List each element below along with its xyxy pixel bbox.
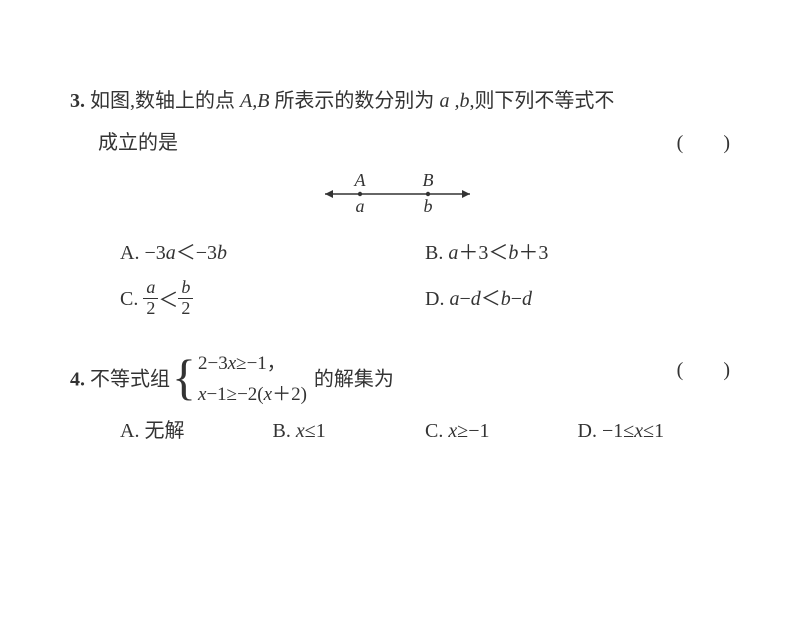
label-B: B: [423, 172, 434, 190]
q3-option-D: D. a−d＜b−d: [425, 278, 730, 321]
brace-left-icon: {: [172, 352, 196, 402]
system-lines: 2−3x≥−1， x−1≥−2(x＋2): [198, 349, 307, 410]
q3-AB: A,B: [240, 90, 269, 112]
number-line-diagram: A B a b: [320, 172, 480, 222]
opt-tag-A: A.: [120, 242, 144, 264]
opt-tag-D: D.: [425, 288, 449, 310]
frac-a-num: a: [143, 278, 158, 299]
q4-text2: 的解集为: [309, 369, 394, 391]
cmp-lt: ＜: [158, 289, 178, 311]
q3-text2: 所表示的数分别为: [269, 90, 439, 112]
q4-option-C: C. x≥−1: [425, 410, 578, 452]
opt-tag-C: C.: [120, 288, 143, 310]
q4-option-A: A. 无解: [120, 410, 273, 452]
opt4-tag-A: A.: [120, 420, 144, 442]
q4-answer-paren: ( ): [677, 349, 730, 391]
q3-opt-row-1: A. −3a＜−3b B. a＋3＜b＋3: [120, 232, 730, 274]
q3-option-C: C. a2＜b2: [120, 278, 425, 321]
q4-number: 4.: [70, 369, 85, 391]
opt4-A-text: 无解: [144, 420, 184, 442]
system-line-1: 2−3x≥−1，: [198, 349, 307, 379]
label-a: a: [356, 196, 365, 216]
q3-line1: 3. 如图,数轴上的点 A,B 所表示的数分别为 a ,b,则下列不等式不: [70, 80, 730, 122]
q3-number: 3.: [70, 90, 85, 112]
number-line-svg: A B a b: [320, 172, 480, 216]
q3-text1: 如图,数轴上的点: [85, 90, 240, 112]
q3-cont: 成立的是: [98, 132, 178, 154]
opt4-tag-C: C.: [425, 420, 448, 442]
q3-figure: A B a b: [70, 172, 730, 222]
q4-line1: 4. 不等式组 { 2−3x≥−1， x−1≥−2(x＋2) 的解集为 ( ): [70, 349, 730, 410]
q3-opt-row-2: C. a2＜b2 D. a−d＜b−d: [120, 278, 730, 321]
question-4: 4. 不等式组 { 2−3x≥−1， x−1≥−2(x＋2) 的解集为 ( ) …: [70, 349, 730, 452]
q4-option-B: B. x≤1: [273, 410, 426, 452]
inequality-system: { 2−3x≥−1， x−1≥−2(x＋2): [172, 349, 307, 410]
q4-text1: 不等式组: [85, 369, 170, 391]
q3-options: A. −3a＜−3b B. a＋3＜b＋3 C. a2＜b2 D. a−d＜b−…: [120, 232, 730, 321]
arrow-left: [325, 190, 333, 198]
frac-a-den: 2: [143, 299, 158, 319]
label-b: b: [424, 196, 433, 216]
frac-b-num: b: [178, 278, 193, 299]
q3-option-A: A. −3a＜−3b: [120, 232, 425, 274]
label-A: A: [354, 172, 367, 190]
q3-answer-paren: ( ): [677, 122, 730, 164]
q3-ab: a ,b: [439, 90, 469, 112]
q3-option-B: B. a＋3＜b＋3: [425, 232, 730, 274]
frac-b-den: 2: [178, 299, 193, 319]
q4-option-D: D. −1≤x≤1: [578, 410, 731, 452]
opt4-tag-B: B.: [273, 420, 296, 442]
question-3: 3. 如图,数轴上的点 A,B 所表示的数分别为 a ,b,则下列不等式不 成立…: [70, 80, 730, 321]
q3-line2: 成立的是 ( ): [98, 122, 730, 164]
q4-options: A. 无解 B. x≤1 C. x≥−1 D. −1≤x≤1: [120, 410, 730, 452]
page-content: 3. 如图,数轴上的点 A,B 所表示的数分别为 a ,b,则下列不等式不 成立…: [70, 80, 730, 480]
system-line-2: x−1≥−2(x＋2): [198, 380, 307, 410]
opt4-tag-D: D.: [578, 420, 602, 442]
arrow-right: [462, 190, 470, 198]
opt-tag-B: B.: [425, 242, 448, 264]
q3-text3: ,则下列不等式不: [469, 90, 614, 112]
